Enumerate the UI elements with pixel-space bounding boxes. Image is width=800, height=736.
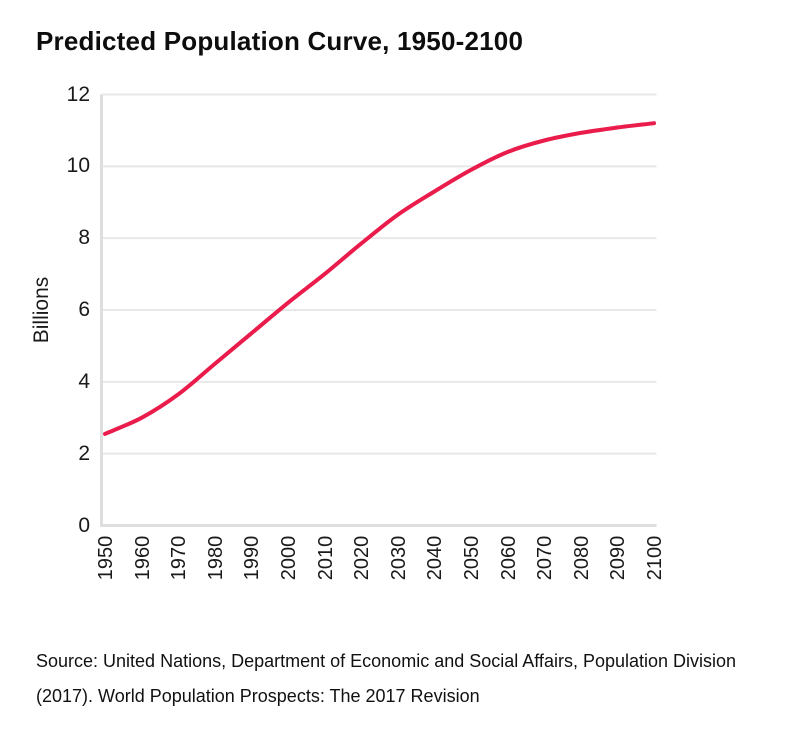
x-tick-label: 2000 [278,535,300,581]
source-note: Source: United Nations, Department of Ec… [36,644,736,714]
x-tick-label: 2060 [497,535,520,581]
population-curve-line [103,121,656,436]
y-tick-label: 8 [78,226,90,250]
y-axis-title: Billions [30,276,53,344]
y-tick-label: 6 [78,298,90,321]
y-tick-label: 2 [78,441,90,465]
x-tick-label: 1990 [241,535,264,581]
x-tick-label: 2010 [314,535,337,581]
x-tick-label: 1960 [131,535,154,581]
y-tick-label: 12 [66,82,90,106]
source-note-line-2: (2017). World Population Prospects: The … [36,686,480,706]
x-tick-label: 1950 [95,535,117,581]
y-tick-label: 4 [78,369,90,393]
x-tick-label: 2090 [607,535,630,581]
chart-title: Predicted Population Curve, 1950-2100 [36,26,524,56]
x-tick-label: 2100 [644,535,666,581]
y-tick-label: 0 [78,513,90,537]
x-tick-label: 2040 [424,535,447,581]
axes [100,94,657,527]
gridlines [101,93,657,527]
x-tick-label: 1970 [168,535,191,581]
x-tick-label: 2070 [534,535,557,581]
x-tick-label: 2020 [351,535,374,581]
x-tick-label: 1980 [204,535,227,581]
x-tick-label: 2080 [570,535,593,581]
y-tick-label: 10 [66,154,90,178]
x-tick-label: 2030 [387,535,410,581]
source-note-line-1: Source: United Nations, Department of Ec… [36,651,737,671]
x-tick-label: 2050 [461,535,483,581]
